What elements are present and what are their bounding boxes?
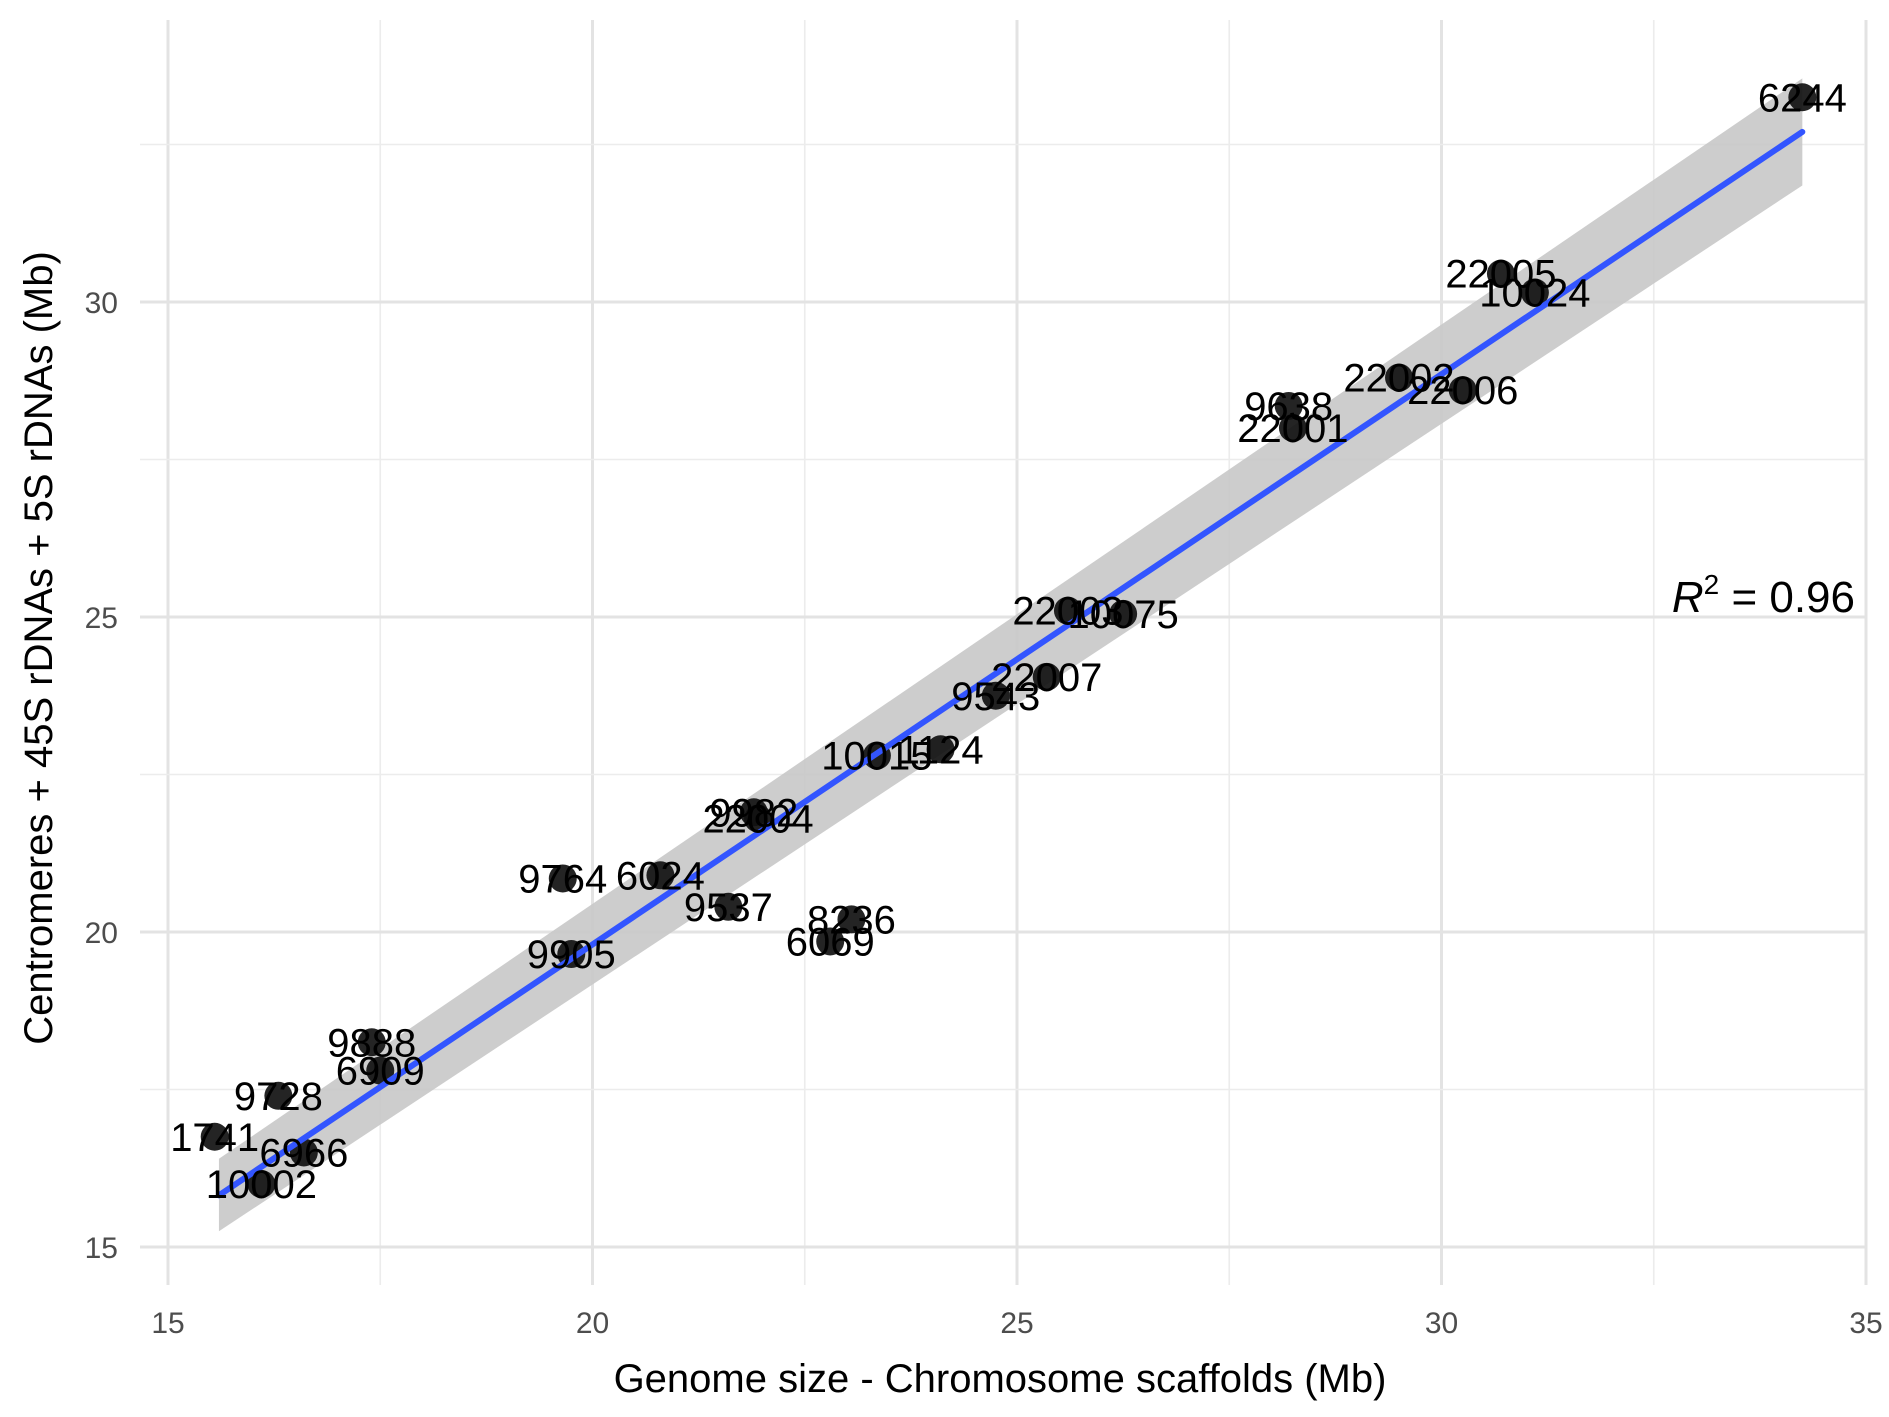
- point-label: 22007: [991, 656, 1102, 700]
- data-point: [1520, 278, 1549, 307]
- data-point: [1448, 376, 1477, 405]
- y-tick-label: 20: [85, 917, 118, 950]
- regression-line: [215, 128, 1806, 1199]
- r-squared-annotation: R2 = 0.96: [1672, 569, 1855, 622]
- confidence-band-layer: [218, 78, 1803, 1232]
- data-point: [1032, 662, 1061, 691]
- x-tick-label: 30: [1425, 1307, 1458, 1340]
- y-tick-label: 15: [85, 1232, 118, 1265]
- r-squared-symbol: R: [1672, 573, 1704, 622]
- point-label: 22002: [1343, 357, 1454, 401]
- x-tick-label: 25: [1000, 1307, 1033, 1340]
- data-point: [981, 681, 1010, 710]
- y-tick-label: 25: [85, 602, 118, 635]
- point-label: 10002: [206, 1163, 317, 1207]
- y-axis-title: Centromeres + 45S rDNAs + 5S rDNAs (Mb): [17, 251, 61, 1045]
- data-point: [646, 861, 675, 890]
- point-label: 10015: [821, 735, 932, 779]
- point-label: 6069: [786, 920, 875, 964]
- point-label: 6024: [616, 854, 705, 898]
- points-layer: [200, 83, 1817, 1198]
- data-point: [926, 735, 955, 764]
- point-label: 9888: [327, 1021, 416, 1065]
- point-label: 9543: [951, 675, 1040, 719]
- data-point: [816, 927, 845, 956]
- point-label: 22003: [1012, 590, 1123, 634]
- point-label: 9638: [1244, 385, 1333, 429]
- point-label: 22001: [1237, 407, 1348, 451]
- point-label: 22004: [702, 798, 813, 842]
- data-point: [548, 864, 577, 893]
- point-label: 22006: [1407, 369, 1518, 413]
- data-point: [1385, 363, 1414, 392]
- data-point: [837, 905, 866, 934]
- point-labels-layer: 6244220051002422002220069638220012200310…: [170, 76, 1847, 1207]
- y-tick-label: 30: [85, 287, 118, 320]
- r-squared-superscript: 2: [1704, 569, 1720, 600]
- point-label: 6909: [336, 1050, 425, 1094]
- r-squared-value: = 0.96: [1719, 573, 1855, 622]
- data-point: [714, 892, 743, 921]
- point-label: 1741: [170, 1116, 259, 1160]
- point-label: 9764: [518, 857, 607, 901]
- tick-labels-layer: 15 20 25 30 35 15 20 25 30: [85, 287, 1883, 1340]
- point-label: 9982: [709, 791, 798, 835]
- x-tick-label: 20: [576, 1307, 609, 1340]
- fit-line-layer: [215, 128, 1806, 1199]
- data-point: [1788, 83, 1817, 112]
- point-label: 6966: [259, 1132, 348, 1176]
- x-tick-label: 15: [151, 1307, 184, 1340]
- point-label: 10024: [1479, 272, 1590, 316]
- confidence-band: [218, 78, 1803, 1232]
- data-point: [1109, 599, 1138, 628]
- x-axis-title: Genome size - Chromosome scaffolds (Mb): [614, 1357, 1387, 1401]
- data-point: [247, 1170, 276, 1198]
- x-tick-label: 35: [1849, 1307, 1882, 1340]
- data-point: [264, 1081, 293, 1110]
- data-point: [1278, 414, 1307, 442]
- data-point: [1274, 391, 1303, 420]
- point-label: 1124: [898, 728, 984, 772]
- point-label: 9537: [684, 886, 773, 930]
- data-point: [200, 1122, 229, 1151]
- point-label: 10075: [1068, 593, 1179, 637]
- point-label: 9905: [527, 933, 616, 977]
- data-point: [366, 1056, 395, 1085]
- point-label: 8236: [807, 898, 896, 942]
- point-label: 9728: [234, 1075, 323, 1119]
- point-label: 22005: [1445, 253, 1556, 297]
- point-label: 6244: [1758, 76, 1847, 120]
- data-point: [357, 1028, 386, 1057]
- data-point: [1486, 259, 1515, 288]
